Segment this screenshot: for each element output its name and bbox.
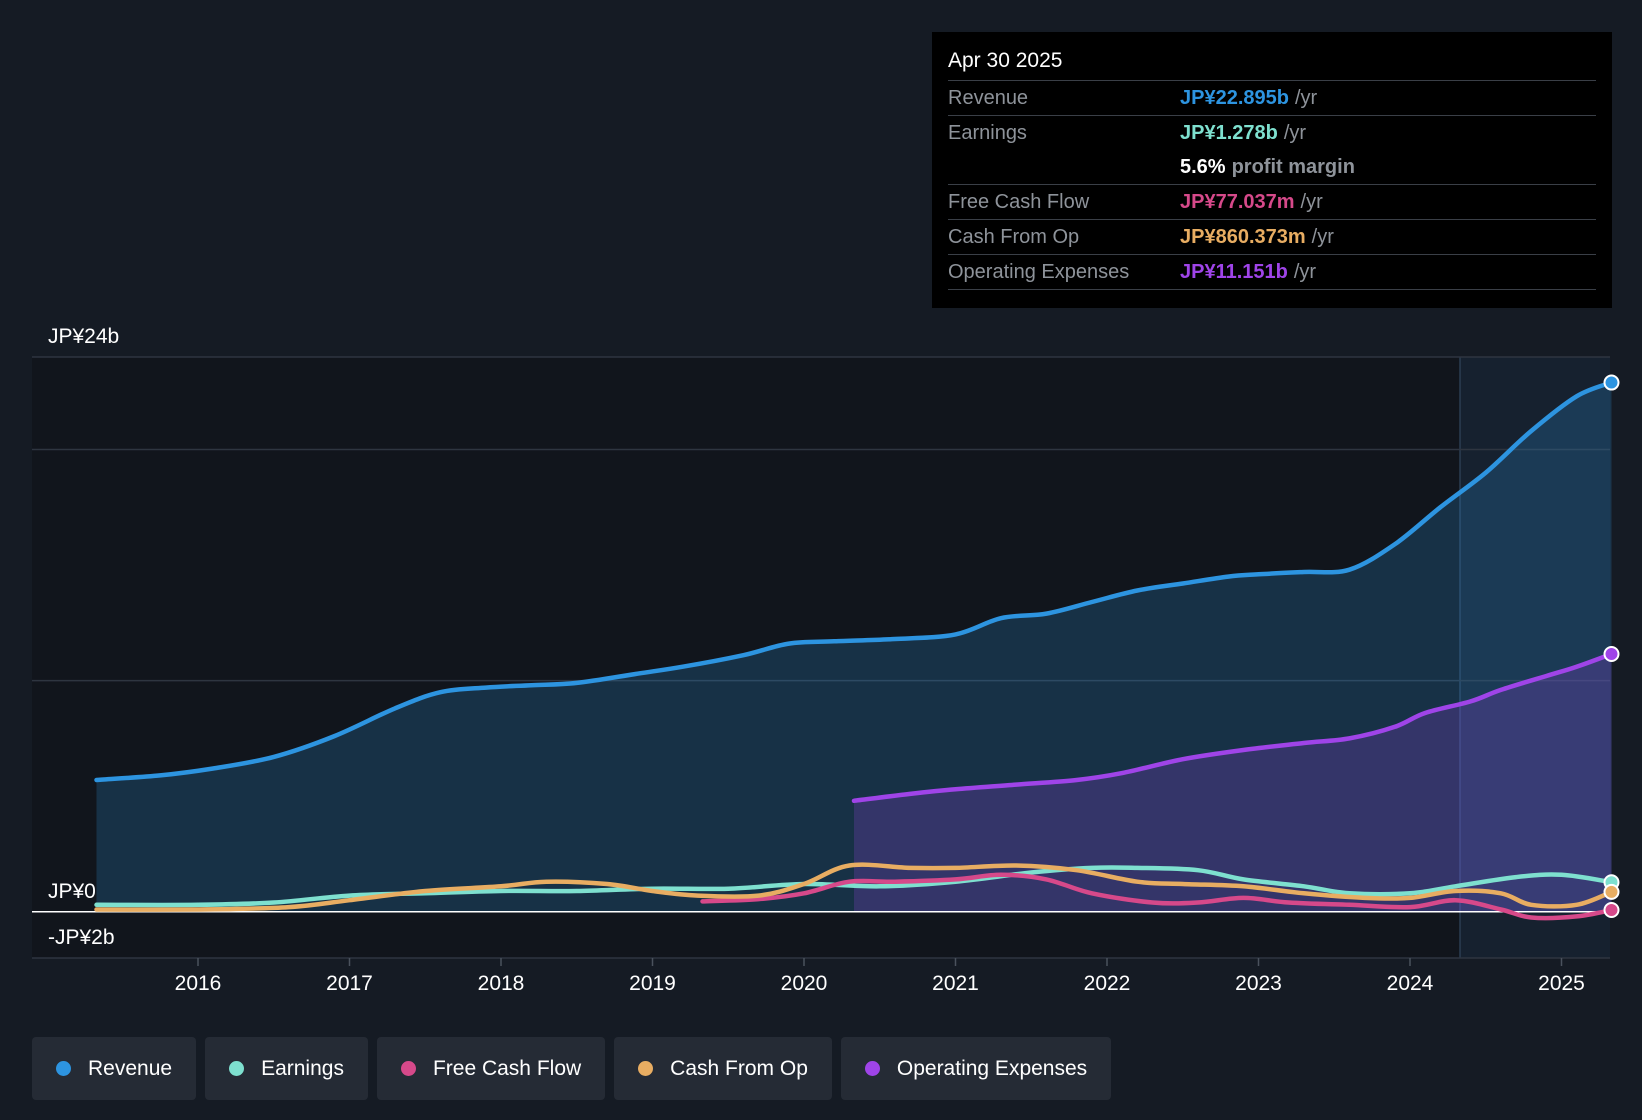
tooltip-fcf-value: JP¥77.037m <box>1180 190 1295 213</box>
legend-label-cash-from-op: Cash From Op <box>670 1056 808 1080</box>
tooltip-fcf-label: Free Cash Flow <box>948 190 1090 213</box>
legend-label-operating-expenses: Operating Expenses <box>896 1056 1088 1080</box>
forecast-highlight-region <box>1459 357 1610 958</box>
y-axis-label-0: JP¥24b <box>48 325 119 348</box>
x-tick-label-2017: 2017 <box>326 972 373 995</box>
legend-label-earnings: Earnings <box>261 1056 344 1080</box>
legend-item-operating-expenses[interactable]: Operating Expenses <box>840 1037 1112 1100</box>
x-tick-label-2024: 2024 <box>1387 972 1434 995</box>
tooltip-margin-label: profit margin <box>1231 155 1355 178</box>
x-tick-label-2016: 2016 <box>175 972 222 995</box>
x-tick-label-2022: 2022 <box>1084 972 1131 995</box>
tooltip-revenue-unit: /yr <box>1294 86 1318 109</box>
tooltip-cfo-label: Cash From Op <box>948 225 1080 248</box>
legend-item-free-cash-flow[interactable]: Free Cash Flow <box>376 1037 606 1100</box>
free-cash-flow-line <box>700 872 1614 921</box>
tooltip-earnings-unit: /yr <box>1283 121 1307 144</box>
tooltip-revenue-label: Revenue <box>948 86 1029 109</box>
cash-from-op-end-marker <box>1603 883 1620 900</box>
tooltip-row-revenue: Revenue JP¥22.895b /yr <box>948 80 1596 115</box>
revenue-dot-icon <box>56 1061 71 1076</box>
tooltip-row-fcf: Free Cash Flow JP¥77.037m /yr <box>948 184 1596 219</box>
operating-expenses-line <box>851 651 1614 804</box>
revenue-line <box>94 380 1614 783</box>
cash-from-op-line <box>94 862 1614 912</box>
tooltip-margin-value: 5.6% <box>1180 155 1226 178</box>
tooltip-cfo-unit: /yr <box>1311 225 1334 248</box>
legend-label-revenue: Revenue <box>88 1056 173 1080</box>
x-tick-label-2021: 2021 <box>932 972 979 995</box>
operating-expenses-end-marker <box>1603 646 1620 663</box>
free-cash-flow-dot-icon <box>400 1061 416 1076</box>
tooltip-earnings-value: JP¥1.278b <box>1180 121 1278 144</box>
tooltip-opex-unit: /yr <box>1293 260 1317 283</box>
chart-area: JP¥24b JP¥0 -JP¥2b 2016 2017 2018 2019 2020 2021… <box>32 325 1620 995</box>
tooltip-fcf-unit: /yr <box>1300 190 1323 213</box>
y-axis-label-2: -JP¥2b <box>48 926 115 949</box>
tooltip-cfo-value: JP¥860.373m <box>1180 225 1306 248</box>
legend-item-earnings[interactable]: Earnings <box>205 1037 368 1100</box>
tooltip-opex-value: JP¥11.151b <box>1180 260 1288 283</box>
tooltip-date: Apr 30 2025 <box>948 49 1063 72</box>
operating-expenses-area <box>854 654 1612 912</box>
tooltip-revenue-value: JP¥22.895b <box>1180 86 1289 109</box>
plot-background <box>32 357 1610 958</box>
tooltip-row-margin: 5.6% profit margin <box>948 150 1596 184</box>
tooltip-row-opex: Operating Expenses JP¥11.151b /yr <box>948 254 1596 290</box>
x-tick-label-2023: 2023 <box>1235 972 1282 995</box>
tooltip-row-cfo: Cash From Op JP¥860.373m /yr <box>948 219 1596 254</box>
x-tick-label-2019: 2019 <box>629 972 676 995</box>
cash-from-op-dot-icon <box>638 1061 654 1076</box>
tooltip-earnings-label: Earnings <box>948 121 1027 144</box>
revenue-end-marker <box>1603 374 1620 391</box>
legend: Revenue Earnings Free Cash Flow Cash Fro… <box>32 1037 1112 1100</box>
y-axis-label-1: JP¥0 <box>48 880 96 903</box>
operating-expenses-dot-icon <box>864 1061 880 1076</box>
earnings-dot-icon <box>229 1061 245 1076</box>
tooltip: Apr 30 2025 Revenue JP¥22.895b /yr Earni… <box>932 32 1612 308</box>
x-tick-label-2018: 2018 <box>478 972 525 995</box>
x-tick-label-2025: 2025 <box>1538 972 1585 995</box>
tooltip-row-earnings: Earnings JP¥1.278b /yr <box>948 115 1596 150</box>
free-cash-flow-end-marker <box>1603 901 1620 918</box>
legend-item-revenue[interactable]: Revenue <box>32 1037 197 1100</box>
tooltip-opex-label: Operating Expenses <box>948 260 1130 283</box>
revenue-area <box>96 382 1612 912</box>
legend-label-free-cash-flow: Free Cash Flow <box>432 1056 582 1080</box>
x-tick-label-2020: 2020 <box>781 972 828 995</box>
legend-item-cash-from-op[interactable]: Cash From Op <box>614 1037 832 1100</box>
